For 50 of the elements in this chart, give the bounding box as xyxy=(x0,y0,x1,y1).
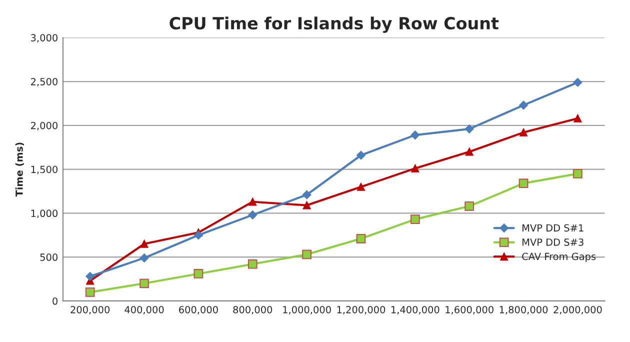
point xyxy=(574,114,582,122)
point xyxy=(194,269,204,278)
point xyxy=(464,201,474,211)
legend-label: MVP DD S#3 xyxy=(522,238,584,246)
point xyxy=(302,250,312,260)
point xyxy=(356,150,366,160)
point xyxy=(86,272,95,281)
x-tick-label: 1,400,000 xyxy=(392,306,440,314)
point xyxy=(356,234,366,244)
point xyxy=(411,164,420,172)
point xyxy=(465,148,474,156)
x-tick-label: 600,000 xyxy=(179,306,218,314)
point xyxy=(140,278,149,288)
point xyxy=(248,210,258,220)
y-tick-label: 1,500 xyxy=(31,166,58,174)
x-tick-label: 800,000 xyxy=(233,306,272,314)
point xyxy=(248,198,257,206)
point xyxy=(248,259,258,269)
x-tick-label: 2,000,000 xyxy=(554,306,602,314)
x-tick-label: 1,600,000 xyxy=(446,306,494,314)
legend-label: CAV From Gaps xyxy=(522,252,596,262)
point xyxy=(302,190,312,200)
x-tick-label: 1,000,000 xyxy=(283,306,331,314)
point xyxy=(518,178,528,188)
point xyxy=(140,254,149,262)
point xyxy=(464,124,474,134)
x-tick-label: 200,000 xyxy=(70,306,110,314)
point xyxy=(302,201,311,210)
point xyxy=(573,78,582,87)
point xyxy=(140,240,148,248)
y-tick-label: 1,000 xyxy=(31,210,58,218)
x-tick-label: 1,800,000 xyxy=(500,306,548,314)
x-tick-label: 400,000 xyxy=(124,306,164,314)
point xyxy=(410,130,420,140)
x-tick-label: 1,200,000 xyxy=(337,306,386,314)
y-axis-title: Time (ms) xyxy=(15,142,24,197)
legend-label: MVP DD S#1 xyxy=(522,224,584,232)
point xyxy=(194,230,203,240)
y-tick-label: 2,500 xyxy=(31,78,58,86)
y-tick-label: 3,000 xyxy=(31,34,58,42)
point xyxy=(573,168,582,178)
point xyxy=(520,128,528,136)
y-tick-label: 2,000 xyxy=(31,122,58,130)
chart-title: CPU Time for Islands by Row Count xyxy=(170,16,499,33)
point xyxy=(519,100,528,110)
y-tick-label: 0 xyxy=(52,297,58,305)
y-tick-label: 500 xyxy=(40,254,58,261)
point xyxy=(85,287,95,297)
point xyxy=(410,214,420,224)
point xyxy=(357,182,365,191)
